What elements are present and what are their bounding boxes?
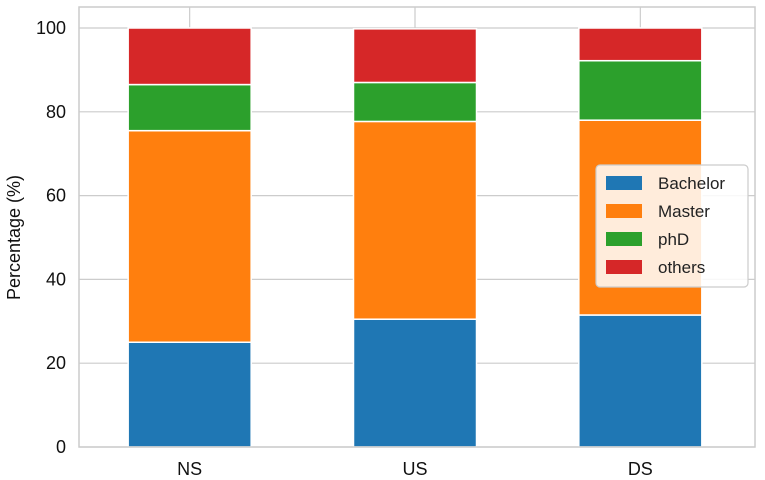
- y-tick-label: 60: [46, 186, 66, 206]
- legend-label-others: others: [658, 258, 705, 277]
- bar-segment-bachelor-ds: [578, 314, 703, 448]
- y-axis-title: Percentage (%): [4, 175, 24, 300]
- y-tick-label: 0: [56, 437, 66, 457]
- legend: Bachelor Master phD others: [595, 164, 749, 288]
- bar-segment-bachelor-us: [352, 318, 478, 448]
- y-tick-label: 100: [36, 18, 66, 38]
- legend-swatch-others: [606, 260, 642, 274]
- x-tick-label: NS: [177, 459, 202, 479]
- legend-label-phd: phD: [658, 230, 689, 249]
- legend-swatch-master: [606, 204, 642, 218]
- bar-segment-bachelor-ns: [127, 341, 252, 448]
- bar-segment-master-us: [352, 120, 478, 320]
- legend-label-master: Master: [658, 202, 710, 221]
- legend-swatch-phd: [606, 232, 642, 246]
- y-tick-label: 40: [46, 269, 66, 289]
- axes-layer: 0 20 40 60 80 100 NS US DS Percentage (%): [4, 6, 756, 479]
- bar-segment-others-ds: [578, 27, 703, 62]
- bar-segment-phd-us: [352, 81, 478, 123]
- bars-layer: [127, 27, 703, 448]
- bar-segment-phd-ns: [127, 83, 252, 132]
- bar-segment-master-ns: [127, 129, 252, 343]
- x-tick-label: DS: [628, 459, 653, 479]
- bar-segment-others-ns: [127, 27, 252, 86]
- legend-box: [595, 164, 749, 288]
- x-tick-label: US: [402, 459, 427, 479]
- y-tick-label: 20: [46, 353, 66, 373]
- y-tick-label: 80: [46, 102, 66, 122]
- bar-segment-others-us: [352, 28, 478, 84]
- legend-label-bachelor: Bachelor: [658, 174, 725, 193]
- legend-swatch-bachelor: [606, 176, 642, 190]
- plot-frame: [78, 6, 756, 448]
- bar-segment-phd-ds: [578, 59, 703, 121]
